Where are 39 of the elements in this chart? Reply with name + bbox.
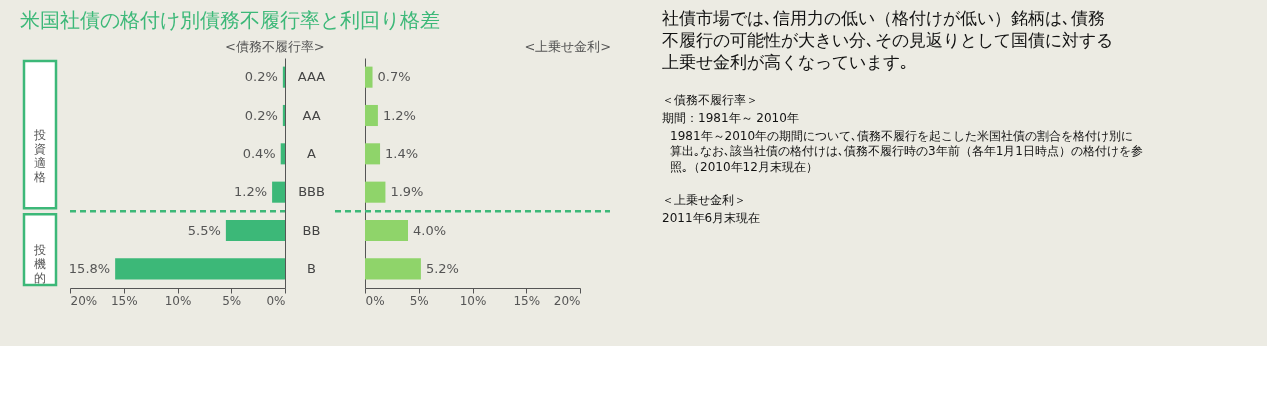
x-tick-label: 10% [459,293,487,308]
text: 1981年～2010年の期間について､債務不履行を起こした米国社債の割合を格付け別に算出｡なお､該当社債の格付けは､債務不履行時の3年前（各年1月1日時点）の格付けを参照｡（2010年12月末現在） [670,128,1143,174]
chart-title: <上乗せ金利> [524,39,612,54]
text: 1.9% [390,184,424,200]
text: 4.0% [413,222,447,238]
y-tick-label: AAA [297,69,326,85]
chart-title: 米国社債の格付け別債務不履行率と利回り格差 [20,8,440,32]
x-tick-label: 20% [70,293,98,308]
text: 期間：1981年～ 2010年 [662,110,799,125]
x-tick-label: 5% [222,293,242,308]
text: 投機的 [33,242,46,285]
x-tick-label: 0% [266,293,286,308]
x-tick-label: 15% [513,293,541,308]
text: 0.2% [244,69,278,85]
text: 1.4% [385,145,419,161]
text: 0.2% [244,107,278,123]
text: 1.2% [234,184,268,200]
text: ＜債務不履行率＞ [662,93,758,108]
chart-subtitle: <債務不履行率> [224,39,325,54]
text: 投資適格 [33,127,46,184]
x-tick-label: 5% [409,293,429,308]
text: 15.8% [68,260,111,276]
text: 5.2% [425,260,459,276]
text: 0.7% [377,69,411,85]
text: 5.5% [187,222,221,238]
text: 社債市場では､信用力の低い（格付けが低い）銘柄は､債務不履行の可能性が大きい分､その見返りとして国債に対する上乗せ金利が高くなっています｡ [662,8,1113,73]
x-tick-label: 15% [110,293,138,308]
y-tick-label: BB [302,222,321,238]
text: 0.4% [242,145,276,161]
y-tick-label: BBB [298,184,325,200]
y-tick-label: A [307,145,317,161]
y-tick-label: B [307,260,316,276]
x-tick-label: 0% [365,293,385,308]
text: 1.2% [382,107,416,123]
text: 2011年6月末現在 [662,210,761,225]
text: ＜上乗せ金利＞ [662,193,746,208]
y-tick-label: AA [302,107,321,123]
x-tick-label: 10% [164,293,192,308]
x-tick-label: 20% [553,293,581,308]
